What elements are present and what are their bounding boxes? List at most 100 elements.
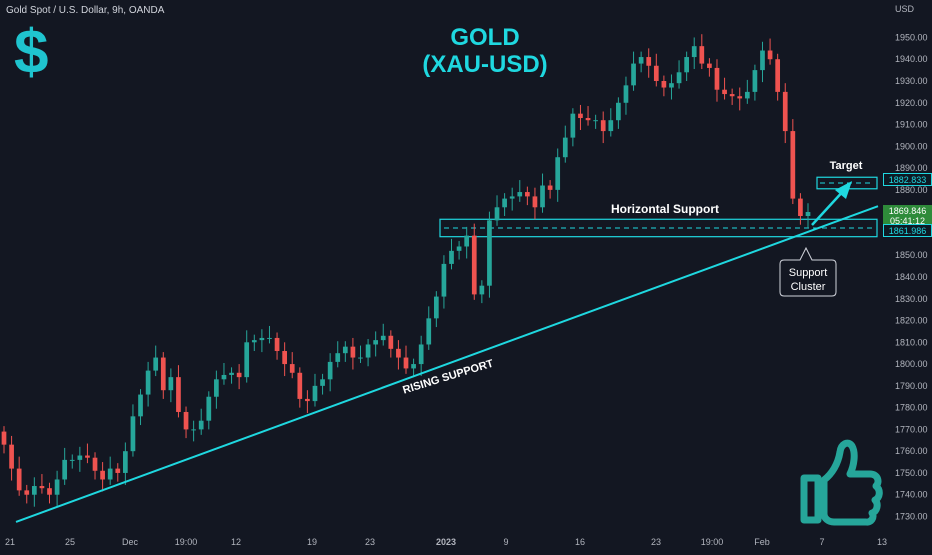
candle	[418, 335, 424, 377]
candle	[714, 59, 720, 102]
candle-body	[517, 192, 523, 197]
candle-body	[365, 344, 371, 358]
candle-body	[525, 192, 530, 197]
title-line-2: (XAU-USD)	[422, 51, 548, 78]
x-tick-label: 2023	[436, 537, 456, 547]
candle-body	[198, 420, 204, 430]
candle	[16, 456, 22, 496]
candle	[578, 104, 583, 130]
candle-body	[722, 89, 727, 95]
candle-body	[479, 285, 485, 295]
candle-body	[160, 357, 166, 391]
candle	[206, 391, 212, 430]
y-tick-label: 1950.00	[895, 32, 928, 42]
x-tick-label: 12	[231, 537, 241, 547]
candle	[441, 255, 447, 309]
support-cluster-label-2: Cluster	[791, 281, 826, 293]
candle	[54, 470, 60, 507]
candle	[365, 339, 371, 367]
candle	[160, 352, 166, 399]
candle-body	[737, 96, 743, 99]
candle	[798, 193, 803, 225]
candle-body	[267, 337, 272, 339]
candle	[737, 87, 743, 111]
y-tick-label: 1900.00	[895, 141, 928, 151]
candle	[752, 64, 758, 101]
candle	[396, 340, 401, 370]
candle	[805, 203, 811, 228]
candle	[767, 38, 773, 65]
candle-body	[608, 120, 614, 132]
y-tick-label: 1930.00	[895, 76, 928, 86]
candle	[608, 108, 614, 137]
candle	[744, 79, 750, 104]
candle-body	[282, 351, 287, 365]
candle-body	[373, 340, 379, 345]
candle	[555, 148, 561, 202]
last-price-tag: 1869.846	[883, 205, 932, 218]
y-tick-label: 1790.00	[895, 381, 928, 391]
candle	[616, 97, 621, 129]
candle	[646, 48, 652, 78]
candle	[39, 474, 45, 494]
candle	[691, 37, 697, 70]
candle	[456, 241, 462, 260]
candle-body	[669, 83, 674, 88]
y-tick-label: 1760.00	[895, 446, 928, 456]
candle-body	[305, 398, 310, 402]
candle-body	[236, 372, 242, 378]
candle-body	[24, 490, 30, 495]
target-arrow-head	[835, 181, 852, 199]
candle-body	[562, 137, 568, 158]
candle-body	[16, 468, 22, 491]
candle-body	[540, 185, 545, 208]
candle-body	[123, 451, 128, 473]
candle	[380, 323, 386, 346]
candle	[342, 341, 348, 362]
horizontal-support-zone	[439, 218, 878, 238]
candle-body	[494, 207, 500, 221]
y-tick-label: 1750.00	[895, 468, 928, 478]
x-tick-label: 7	[819, 537, 824, 547]
candle-body	[433, 296, 439, 319]
candle	[221, 362, 227, 385]
candle	[130, 404, 136, 457]
candle-body	[555, 157, 561, 190]
x-tick-label: 19:00	[175, 537, 198, 547]
candle	[92, 452, 98, 480]
candle-body	[9, 444, 14, 469]
candle-body	[297, 372, 303, 399]
candle-body	[388, 335, 394, 349]
candle-body	[39, 486, 45, 489]
candle	[532, 187, 538, 220]
candle	[570, 108, 576, 147]
candle	[638, 51, 644, 73]
thumbs-up-icon	[800, 439, 883, 526]
candle	[327, 353, 333, 392]
candle-body	[449, 250, 454, 264]
candle-body	[229, 372, 234, 375]
candle-body	[487, 220, 492, 286]
candle-body	[85, 455, 90, 458]
candle-body	[760, 50, 765, 71]
support-cluster-label-1: Support	[789, 267, 828, 279]
candle	[699, 34, 705, 70]
candle-body	[631, 63, 636, 86]
candle-body	[593, 120, 598, 122]
candle	[100, 462, 105, 492]
candle	[274, 332, 280, 360]
candle	[198, 408, 204, 435]
candle	[115, 463, 121, 482]
thumbs-up-shape	[800, 439, 883, 526]
dollar-icon: $	[14, 18, 49, 87]
candle	[214, 370, 219, 409]
candle-body	[661, 81, 667, 88]
candle-body	[92, 457, 98, 471]
candle-body	[684, 57, 689, 73]
y-tick-label: 1730.00	[895, 512, 928, 522]
candle	[138, 389, 143, 426]
candle-body	[752, 70, 758, 92]
candle-body	[1, 431, 7, 445]
candle	[509, 187, 515, 211]
